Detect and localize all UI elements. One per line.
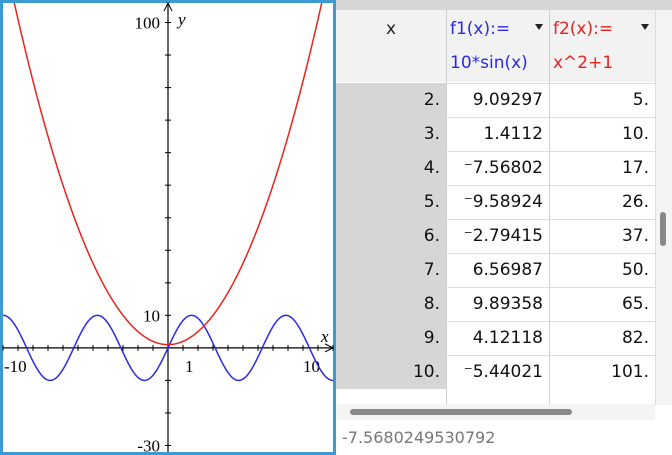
table-cell: ⁻2.79415 <box>463 226 543 246</box>
y-tick-label: 10 <box>143 306 160 325</box>
table-cell: 101. <box>611 362 649 382</box>
table-cell: 26. <box>621 192 649 212</box>
row-divider <box>336 287 655 288</box>
table-cell: ⁻9.58924 <box>463 192 543 212</box>
table-cell: 9.89358 <box>472 294 543 314</box>
dropdown-icon[interactable] <box>641 24 649 30</box>
x-tick-label: 1 <box>185 357 194 376</box>
table-panel[interactable]: -7.5680249530792 x f1(x):= 10*sin(x) f2(x):… <box>336 0 672 455</box>
table-cell: 65. <box>621 294 649 314</box>
table-cell: 3. <box>336 117 446 151</box>
table-cell: 82. <box>621 328 649 348</box>
column-header: f1(x):= <box>450 19 511 39</box>
header-bg <box>336 10 655 82</box>
table-cell: 6.56987 <box>472 260 543 280</box>
vertical-scrollbar[interactable] <box>655 10 672 405</box>
dropdown-icon[interactable] <box>535 24 543 30</box>
table-cell: 2. <box>336 83 446 117</box>
x-tick-label: 10 <box>303 357 320 376</box>
status-text: -7.5680249530792 <box>342 428 496 447</box>
table-cell: 10. <box>336 355 446 389</box>
y-axis-label: y <box>176 10 186 29</box>
table-cell: 17. <box>621 158 649 178</box>
table-cell: 37. <box>621 226 649 246</box>
row-divider <box>336 253 655 254</box>
y-tick-label: 100 <box>135 14 161 33</box>
row-divider <box>336 355 655 356</box>
horizontal-scrollbar[interactable] <box>336 404 655 420</box>
table-cell: 4.12118 <box>472 328 543 348</box>
table-cell: 7. <box>336 253 446 287</box>
row-divider <box>336 117 655 118</box>
table-cell: 4. <box>336 151 446 185</box>
column-formula: 10*sin(x) <box>450 53 528 73</box>
function-curve <box>13 3 323 346</box>
table-cell: 9.09297 <box>472 90 543 110</box>
table-cell: 5. <box>336 185 446 219</box>
row-divider <box>336 321 655 322</box>
row-divider <box>336 83 655 84</box>
scroll-thumb[interactable] <box>350 409 572 415</box>
row-divider <box>336 219 655 220</box>
column-divider <box>446 10 447 404</box>
table-cell: 9. <box>336 321 446 355</box>
y-tick-label: -30 <box>137 436 160 455</box>
column-formula: x^2+1 <box>553 53 614 73</box>
table-cell: 8. <box>336 287 446 321</box>
table-cell: 6. <box>336 219 446 253</box>
column-header: f2(x):= <box>553 19 614 39</box>
table-cell: 50. <box>621 260 649 280</box>
table-cell: 1.4112 <box>483 124 543 144</box>
table-cell: 5. <box>632 90 649 110</box>
top-strip <box>336 0 672 10</box>
table-cell: ⁻5.44021 <box>463 362 543 382</box>
table-cell: 10. <box>621 124 649 144</box>
scroll-thumb[interactable] <box>660 212 666 246</box>
x-axis-label: x <box>320 327 329 346</box>
function-curve <box>3 314 333 382</box>
graph-panel[interactable]: -10 1 10 100 10 -30 x y <box>0 0 336 455</box>
x-tick-label: -10 <box>4 357 27 376</box>
table-cell: ⁻7.56802 <box>463 158 543 178</box>
column-divider <box>549 10 550 404</box>
row-divider <box>336 185 655 186</box>
y-axis-arrow <box>163 1 173 12</box>
column-header: x <box>385 19 397 39</box>
row-divider <box>336 151 655 152</box>
